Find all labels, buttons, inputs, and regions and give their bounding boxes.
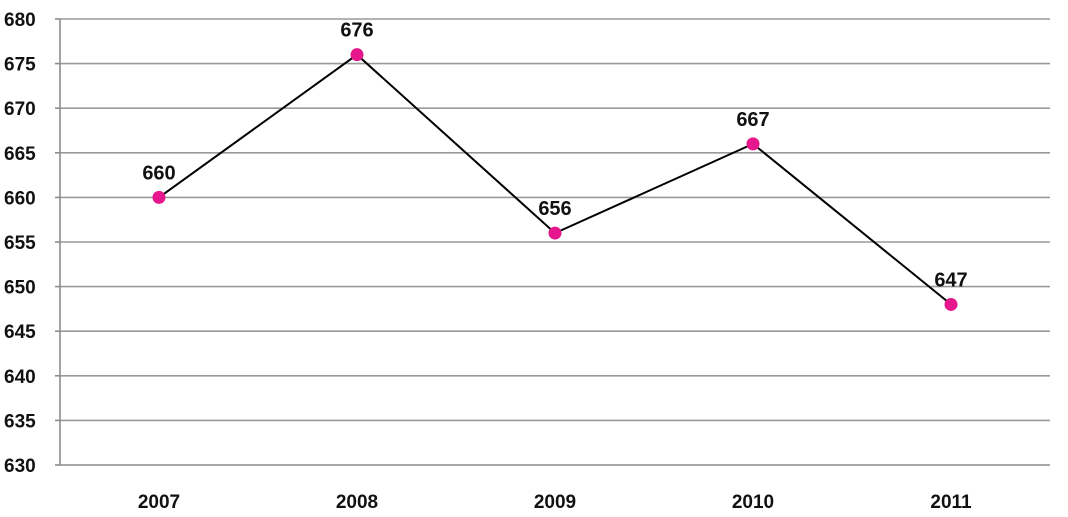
data-markers bbox=[152, 48, 958, 311]
y-tick-label-670: 670 bbox=[4, 99, 36, 120]
data-point-2007 bbox=[152, 190, 166, 204]
data-point-2010 bbox=[746, 137, 760, 151]
x-tick-label-2009: 2009 bbox=[534, 492, 576, 513]
x-tick-label-2008: 2008 bbox=[336, 492, 378, 513]
x-tick-label-2010: 2010 bbox=[732, 492, 774, 513]
data-point-2008 bbox=[350, 48, 364, 62]
data-label-2011: 647 bbox=[934, 269, 967, 291]
x-tick-label-2007: 2007 bbox=[138, 492, 180, 513]
data-label-2010: 667 bbox=[736, 109, 769, 131]
y-tick-label-660: 660 bbox=[4, 188, 36, 209]
data-labels: 660 676 656 667 647 bbox=[142, 20, 967, 292]
y-tick-label-645: 645 bbox=[4, 322, 36, 343]
data-point-2011 bbox=[944, 297, 958, 311]
y-tick-label-655: 655 bbox=[4, 233, 36, 254]
y-tick-label-675: 675 bbox=[4, 55, 36, 76]
y-tick-label-680: 680 bbox=[4, 10, 36, 31]
y-tick-label-635: 635 bbox=[4, 411, 36, 432]
y-tick-label-650: 650 bbox=[4, 278, 36, 299]
y-tick-labels: 630 635 640 645 650 655 660 665 670 675 680 bbox=[4, 10, 36, 477]
x-tick-labels: 2007 2008 2009 2010 2011 bbox=[138, 492, 972, 513]
data-label-2007: 660 bbox=[142, 162, 175, 184]
x-tick-label-2011: 2011 bbox=[930, 492, 972, 513]
axes bbox=[55, 18, 1050, 466]
gridlines bbox=[60, 18, 1050, 422]
y-tick-label-665: 665 bbox=[4, 144, 36, 165]
y-tick-label-630: 630 bbox=[4, 456, 36, 477]
series-line bbox=[158, 53, 952, 306]
data-point-2009 bbox=[548, 226, 562, 240]
data-label-2008: 676 bbox=[340, 20, 373, 42]
y-tick-label-640: 640 bbox=[4, 367, 36, 388]
data-label-2009: 656 bbox=[538, 198, 571, 220]
